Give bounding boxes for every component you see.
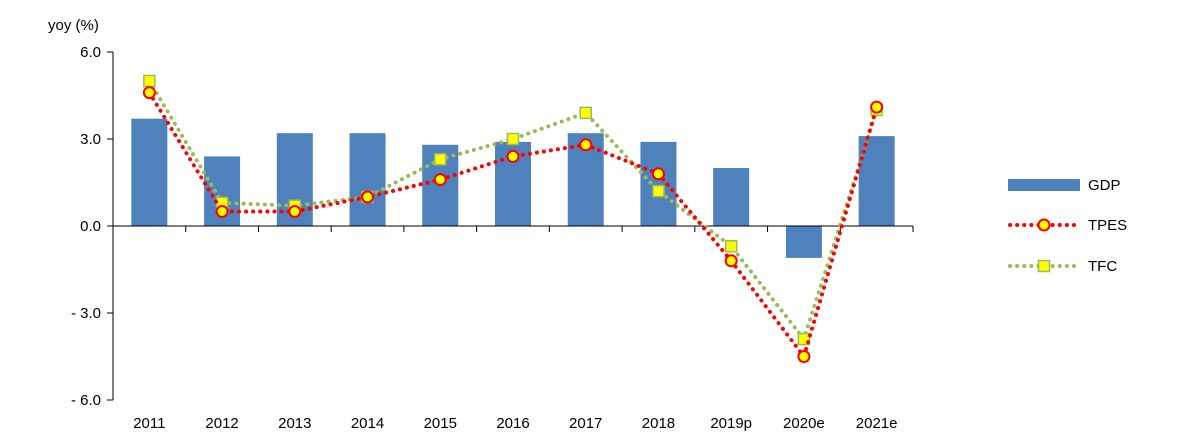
tpes-point-2017 <box>579 138 593 152</box>
legend-label-tpes: TPES <box>1088 217 1127 234</box>
x-tick-label: 2016 <box>496 415 529 432</box>
x-tick-label: 2014 <box>351 415 384 432</box>
y-axis-title: yoy (%) <box>48 17 99 34</box>
x-tick-label: 2011 <box>133 415 165 432</box>
tpes-point-2015 <box>433 173 447 187</box>
tpes-point-2020e <box>797 350 811 363</box>
legend-label-gdp: GDP <box>1088 177 1121 194</box>
tpes-point-2011 <box>142 86 156 100</box>
x-tick-label: 2021e <box>856 415 898 432</box>
tpes-point-2012 <box>215 205 229 218</box>
gdp-bar-2011 <box>131 118 168 226</box>
legend-label-tfc: TFC <box>1088 258 1117 275</box>
tfc-point-2018 <box>652 184 665 198</box>
x-tick-label: 2012 <box>205 415 238 432</box>
tpes-point-2014 <box>361 190 375 204</box>
x-tick-label: 2015 <box>424 415 457 432</box>
tfc-point-2020e <box>797 332 811 346</box>
y-tick-label: 0.0 <box>80 218 101 235</box>
gdp-bar-2018 <box>640 141 677 226</box>
x-tick-label: 2020e <box>783 415 825 432</box>
x-tick-label: 2017 <box>569 415 602 432</box>
x-tick-label: 2013 <box>278 415 311 432</box>
legend-swatch-tfc-marker <box>1037 259 1051 273</box>
gdp-bar-2020e <box>785 226 822 258</box>
line-series <box>142 74 884 363</box>
tfc-point-2016 <box>506 132 520 146</box>
legend-swatch-tpes-marker <box>1037 218 1051 232</box>
tpes-point-2018 <box>651 167 665 181</box>
tpes-point-2021e <box>870 100 884 114</box>
tfc-point-2015 <box>434 153 447 166</box>
y-tick-label: 3.0 <box>80 131 101 148</box>
tpes-point-2013 <box>288 205 302 218</box>
tfc-point-2011 <box>143 74 156 88</box>
legend: GDP TPES TFC <box>1008 177 1127 275</box>
x-axis: 2011 2012 2013 2014 2015 2016 2017 2018 2019p 202… <box>112 225 914 432</box>
y-tick-label: - 6.0 <box>71 392 101 409</box>
y-axis: 6.0 3.0 0.0 - 3.0 - 6.0 <box>71 44 114 409</box>
legend-swatch-gdp <box>1008 179 1080 191</box>
x-tick-label: 2019p <box>710 415 752 432</box>
tfc-point-2017 <box>579 106 592 120</box>
y-tick-label: 6.0 <box>80 44 101 61</box>
gdp-bar-2019p <box>713 168 750 226</box>
x-tick-label: 2018 <box>642 415 675 432</box>
gdp-bar-2014 <box>349 133 386 226</box>
tpes-point-2016 <box>506 149 520 163</box>
y-tick-label: - 3.0 <box>71 305 101 322</box>
tfc-point-2019p <box>724 240 738 253</box>
tpes-point-2019p <box>724 254 738 268</box>
